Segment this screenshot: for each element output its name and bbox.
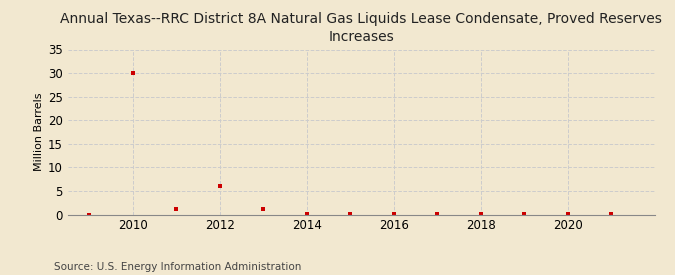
Title: Annual Texas--RRC District 8A Natural Gas Liquids Lease Condensate, Proved Reser: Annual Texas--RRC District 8A Natural Ga…: [60, 12, 662, 44]
Text: Source: U.S. Energy Information Administration: Source: U.S. Energy Information Administ…: [54, 262, 301, 272]
Y-axis label: Million Barrels: Million Barrels: [34, 93, 44, 171]
